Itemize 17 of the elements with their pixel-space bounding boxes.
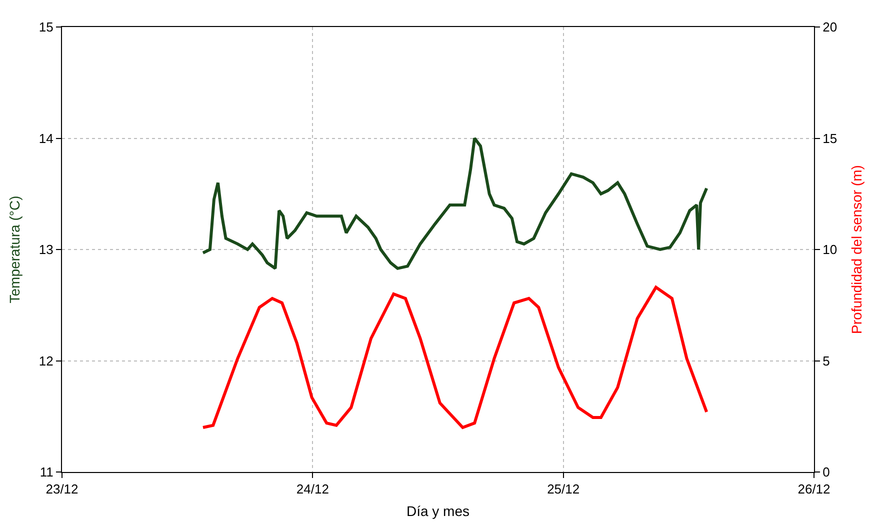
y-tick-label: 12 — [38, 353, 54, 368]
y-tick-label: 11 — [40, 464, 54, 480]
y2-tick-label: 0 — [822, 464, 830, 480]
y2-tick-label: 20 — [822, 20, 838, 35]
x-tick-label: 24/12 — [296, 482, 329, 497]
y-tick-label: 13 — [38, 242, 54, 258]
y2-axis-title: Profundidad del sensor (m) — [848, 165, 864, 334]
y-axis-title: Temperatura (°C) — [6, 196, 23, 304]
y2-tick-label: 15 — [822, 130, 838, 146]
y-tick-label: 15 — [38, 20, 54, 35]
x-tick-label: 25/12 — [547, 482, 580, 497]
x-axis-title: Día y mes — [406, 502, 470, 519]
x-tick-label: 23/12 — [46, 482, 78, 497]
y-tick-label: 14 — [38, 130, 54, 146]
y2-tick-label: 10 — [822, 242, 838, 258]
y2-tick-label: 5 — [822, 353, 830, 368]
x-tick-label: 26/12 — [798, 482, 830, 497]
